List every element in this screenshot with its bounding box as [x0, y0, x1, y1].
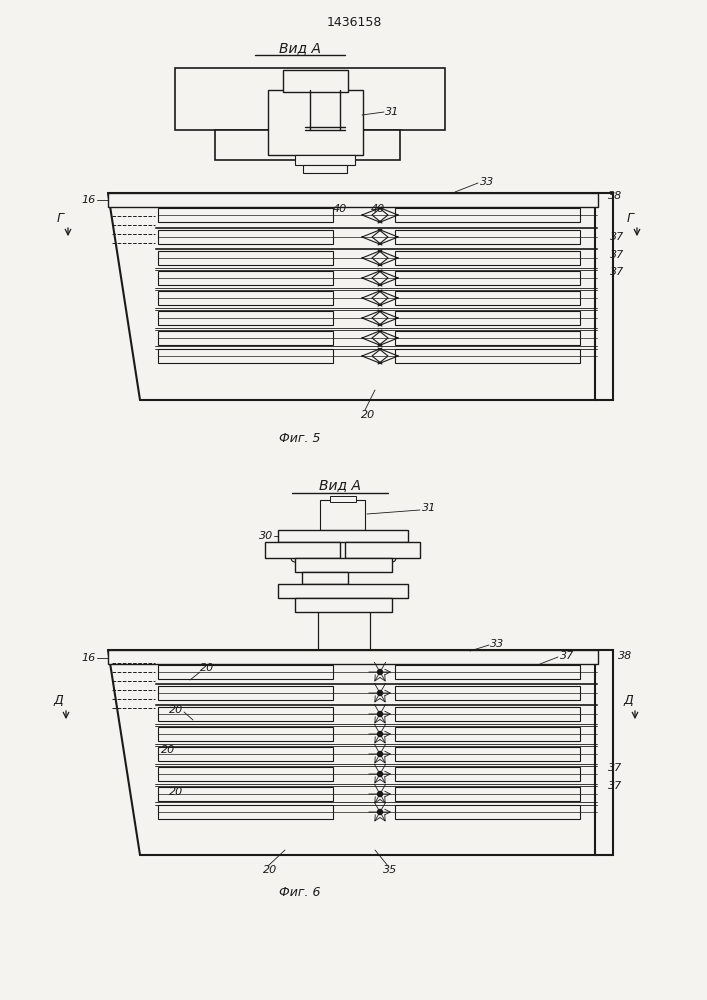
Text: Д: Д: [623, 694, 633, 706]
Text: 20: 20: [160, 745, 175, 755]
Text: 20: 20: [169, 705, 183, 715]
Text: 37: 37: [610, 267, 624, 277]
Bar: [278, 584, 408, 598]
Bar: [278, 530, 408, 542]
Text: Г: Г: [57, 212, 64, 225]
Text: 20: 20: [200, 663, 214, 673]
Bar: [395, 787, 580, 801]
Bar: [395, 271, 580, 285]
Bar: [395, 349, 580, 363]
Bar: [158, 331, 333, 345]
Text: 31: 31: [422, 503, 436, 513]
Text: 16: 16: [82, 195, 96, 205]
Circle shape: [378, 690, 382, 696]
Bar: [595, 650, 613, 855]
Text: Вид А: Вид А: [319, 478, 361, 492]
Circle shape: [378, 752, 382, 756]
Bar: [395, 767, 580, 781]
Text: 37: 37: [608, 781, 622, 791]
Bar: [158, 767, 333, 781]
Bar: [595, 193, 613, 400]
Bar: [215, 130, 400, 160]
Bar: [302, 572, 348, 584]
Bar: [395, 805, 580, 819]
Bar: [320, 500, 365, 530]
Text: 38: 38: [618, 651, 632, 661]
Bar: [158, 311, 333, 325]
Bar: [158, 707, 333, 721]
Bar: [395, 311, 580, 325]
Bar: [268, 90, 363, 155]
Text: 30: 30: [259, 531, 273, 541]
Bar: [295, 558, 392, 572]
Text: 37: 37: [610, 232, 624, 242]
Bar: [395, 727, 580, 741]
Bar: [108, 193, 598, 207]
Circle shape: [378, 810, 382, 814]
Bar: [158, 665, 333, 679]
Bar: [295, 155, 355, 165]
Text: 37: 37: [610, 250, 624, 260]
Bar: [158, 251, 333, 265]
Text: 20: 20: [169, 787, 183, 797]
Bar: [108, 650, 598, 664]
Bar: [158, 805, 333, 819]
Bar: [158, 686, 333, 700]
Bar: [158, 271, 333, 285]
Bar: [395, 686, 580, 700]
Bar: [158, 291, 333, 305]
Text: Фиг. 5: Фиг. 5: [279, 432, 321, 444]
Text: 40: 40: [333, 204, 347, 214]
Text: 31: 31: [385, 107, 399, 117]
Text: 33: 33: [490, 639, 504, 649]
Bar: [395, 251, 580, 265]
Text: 37: 37: [608, 763, 622, 773]
Circle shape: [378, 670, 382, 674]
Bar: [283, 70, 348, 92]
Text: Д: Д: [53, 694, 63, 706]
Bar: [158, 727, 333, 741]
Text: 20: 20: [361, 410, 375, 420]
Text: 35: 35: [383, 865, 397, 875]
Text: Фиг. 6: Фиг. 6: [279, 886, 321, 898]
Bar: [158, 208, 333, 222]
Bar: [303, 165, 347, 173]
Text: 40: 40: [371, 204, 385, 214]
Bar: [395, 208, 580, 222]
Text: 1436158: 1436158: [327, 15, 382, 28]
Bar: [395, 230, 580, 244]
Bar: [395, 331, 580, 345]
Bar: [345, 542, 420, 558]
Bar: [395, 747, 580, 761]
Circle shape: [378, 792, 382, 796]
Text: 16: 16: [82, 653, 96, 663]
Bar: [395, 291, 580, 305]
Circle shape: [378, 732, 382, 736]
Bar: [330, 496, 356, 502]
Circle shape: [378, 712, 382, 716]
Bar: [158, 230, 333, 244]
Circle shape: [378, 772, 382, 776]
Bar: [395, 665, 580, 679]
Text: 37: 37: [560, 651, 574, 661]
Text: 38: 38: [608, 191, 622, 201]
Bar: [158, 349, 333, 363]
Bar: [158, 787, 333, 801]
Bar: [295, 598, 392, 612]
Bar: [265, 542, 340, 558]
Bar: [175, 68, 445, 130]
Bar: [158, 747, 333, 761]
Text: Вид А: Вид А: [279, 41, 321, 55]
Text: Г: Г: [626, 212, 633, 225]
Text: 20: 20: [263, 865, 277, 875]
Bar: [395, 707, 580, 721]
Text: 33: 33: [480, 177, 494, 187]
